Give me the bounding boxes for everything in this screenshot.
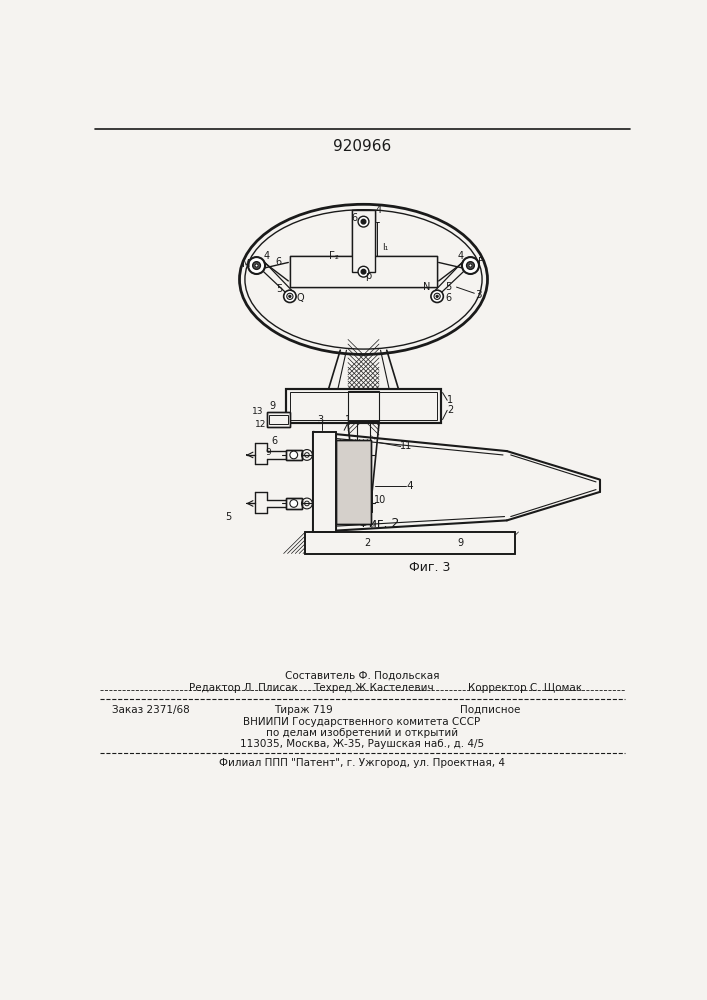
Text: Заказ 2371/68: Заказ 2371/68 bbox=[112, 705, 189, 715]
Text: ВНИИПИ Государственного комитета СССР: ВНИИПИ Государственного комитета СССР bbox=[243, 717, 481, 727]
Circle shape bbox=[288, 295, 291, 297]
Circle shape bbox=[361, 219, 366, 224]
Text: Филиал ППП "Патент", г. Ужгород, ул. Проектная, 4: Филиал ППП "Патент", г. Ужгород, ул. Про… bbox=[219, 758, 505, 768]
Circle shape bbox=[467, 262, 474, 269]
Text: 9: 9 bbox=[265, 448, 271, 457]
Text: 1: 1 bbox=[448, 395, 453, 405]
Bar bbox=[286, 389, 441, 423]
Text: 4: 4 bbox=[376, 205, 382, 215]
Text: Составитель Ф. Подольская: Составитель Ф. Подольская bbox=[285, 671, 439, 681]
Text: р: р bbox=[365, 271, 371, 281]
Bar bbox=[305, 532, 515, 554]
Text: 10: 10 bbox=[375, 495, 387, 505]
Text: 920966: 920966 bbox=[333, 139, 391, 154]
Bar bbox=[286, 498, 301, 509]
Bar bbox=[290, 392, 437, 420]
Text: Редактор Л. Плисак: Редактор Л. Плисак bbox=[189, 683, 298, 693]
Text: 13: 13 bbox=[252, 407, 263, 416]
Text: 2: 2 bbox=[364, 538, 370, 548]
Circle shape bbox=[436, 295, 438, 297]
Circle shape bbox=[462, 257, 479, 274]
Text: 4: 4 bbox=[264, 251, 269, 261]
Text: Фиг. 2: Фиг. 2 bbox=[358, 517, 399, 530]
Bar bbox=[286, 450, 301, 460]
Bar bbox=[286, 389, 441, 423]
Bar bbox=[313, 432, 337, 532]
Circle shape bbox=[434, 293, 440, 299]
Text: 4: 4 bbox=[407, 481, 414, 491]
Text: Корректор С. Щомак: Корректор С. Щомак bbox=[468, 683, 583, 693]
Bar bbox=[305, 532, 515, 554]
Text: 1: 1 bbox=[345, 415, 351, 425]
Text: Подписное: Подписное bbox=[460, 705, 521, 715]
Circle shape bbox=[290, 500, 298, 507]
Text: 3: 3 bbox=[475, 290, 481, 300]
Circle shape bbox=[255, 264, 258, 267]
Text: 6: 6 bbox=[275, 257, 281, 267]
Circle shape bbox=[361, 269, 366, 274]
Text: F: F bbox=[478, 257, 484, 267]
Text: 6: 6 bbox=[271, 436, 277, 446]
Circle shape bbox=[358, 216, 369, 227]
Text: 113035, Москва, Ж-35, Раушская наб., д. 4/5: 113035, Москва, Ж-35, Раушская наб., д. … bbox=[240, 739, 484, 749]
Bar bbox=[355, 493, 372, 512]
Circle shape bbox=[248, 257, 265, 274]
Bar bbox=[337, 440, 371, 524]
Circle shape bbox=[431, 290, 443, 302]
Bar bbox=[269, 415, 288, 424]
Text: Тираж 719: Тираж 719 bbox=[274, 705, 333, 715]
Circle shape bbox=[358, 266, 369, 277]
Ellipse shape bbox=[240, 204, 488, 354]
Text: Техред Ж.Кастелевич: Техред Ж.Кастелевич bbox=[313, 683, 434, 693]
Text: 9: 9 bbox=[457, 538, 463, 548]
Text: 9: 9 bbox=[269, 401, 275, 411]
Text: 6: 6 bbox=[351, 213, 357, 223]
Circle shape bbox=[469, 264, 472, 267]
Text: N: N bbox=[423, 282, 431, 292]
Circle shape bbox=[287, 293, 293, 299]
Bar bbox=[337, 440, 371, 524]
Bar bbox=[290, 256, 437, 287]
Text: 4: 4 bbox=[457, 251, 463, 261]
Bar bbox=[286, 498, 301, 509]
Text: 12: 12 bbox=[255, 420, 266, 429]
Circle shape bbox=[252, 262, 260, 269]
Text: Фиг. 3: Фиг. 3 bbox=[409, 561, 450, 574]
Bar bbox=[348, 391, 379, 421]
Circle shape bbox=[284, 290, 296, 302]
Text: 5: 5 bbox=[276, 284, 282, 294]
Text: 5: 5 bbox=[225, 512, 231, 522]
Bar bbox=[355, 493, 372, 512]
Text: по делам изобретений и открытий: по делам изобретений и открытий bbox=[266, 728, 458, 738]
Bar bbox=[352, 210, 375, 272]
Circle shape bbox=[290, 451, 298, 459]
Bar bbox=[286, 450, 301, 460]
Text: 11: 11 bbox=[400, 441, 412, 451]
Bar bbox=[267, 412, 290, 427]
Text: Q: Q bbox=[297, 293, 305, 303]
Text: 5: 5 bbox=[445, 282, 451, 292]
Text: 6: 6 bbox=[445, 293, 451, 303]
Text: Г₂: Г₂ bbox=[329, 251, 339, 261]
Text: 2: 2 bbox=[447, 405, 453, 415]
Bar bbox=[313, 432, 337, 532]
Text: l₁: l₁ bbox=[382, 243, 388, 252]
Bar bbox=[267, 412, 290, 427]
Text: 3: 3 bbox=[318, 415, 324, 425]
Text: M: M bbox=[243, 259, 251, 269]
